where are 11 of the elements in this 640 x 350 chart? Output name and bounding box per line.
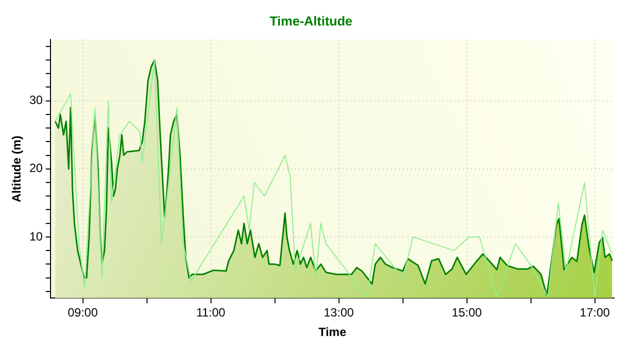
y-tick-label: 20 (29, 161, 44, 176)
x-tick-label: 17:00 (580, 306, 610, 320)
x-axis-title: Time (318, 325, 347, 340)
y-tick-label: 10 (29, 229, 44, 244)
y-tick-label: 30 (29, 93, 44, 108)
x-tick-label: 11:00 (196, 306, 226, 320)
chart-title: Time-Altitude (270, 13, 352, 28)
x-tick-label: 09:00 (68, 306, 98, 320)
y-axis-title: Altitude (m) (10, 136, 24, 202)
x-tick-label: 13:00 (324, 306, 354, 320)
x-tick-label: 15:00 (452, 306, 482, 320)
